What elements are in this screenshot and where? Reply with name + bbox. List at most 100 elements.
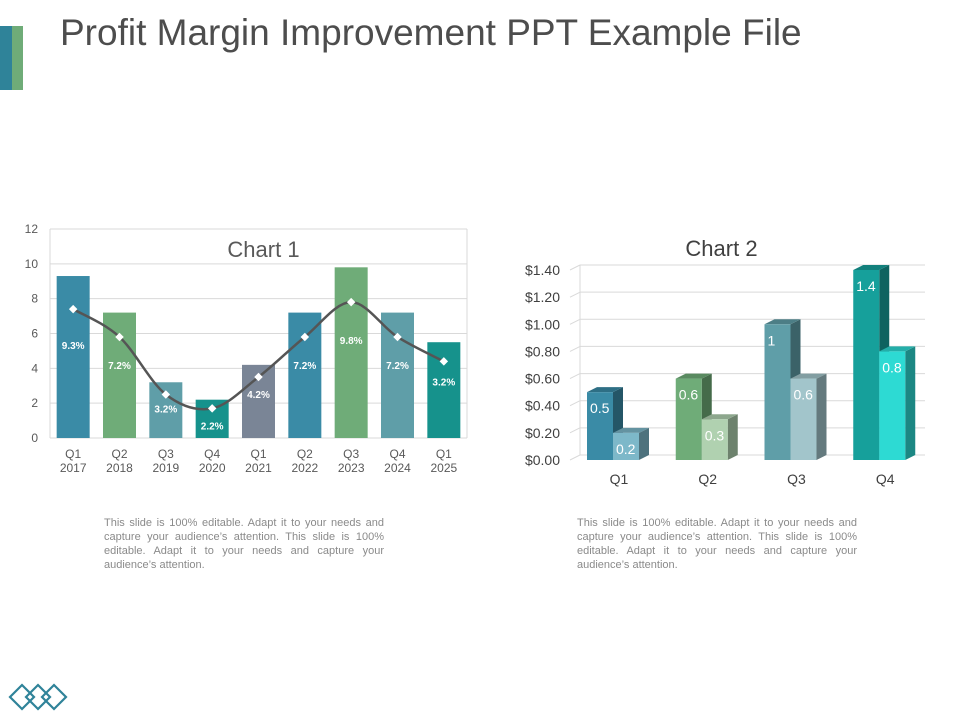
chart-1-data-label: 2.2% — [201, 422, 224, 433]
chart-2-data-label: 1.4 — [856, 278, 876, 294]
chart-1-y-tick-label: 6 — [31, 327, 38, 341]
chart-2-bar — [790, 378, 817, 460]
chart-2-y-tick-label: $0.80 — [525, 343, 560, 359]
chart-2-bar — [701, 419, 728, 460]
chart-1-x-tick-label: 2022 — [291, 461, 318, 475]
chart-1-title: Chart 1 — [227, 237, 299, 262]
chart-1-trend-point — [300, 332, 310, 342]
chart-1-bar — [103, 312, 136, 438]
chart-2-bar-side — [905, 346, 916, 460]
chart-1-x-tick-label: 2020 — [199, 461, 226, 475]
chart-1-x-tick-label: Q1 — [436, 447, 452, 461]
chart-2-title: Chart 2 — [685, 236, 757, 261]
chart-2: $0.00 $0.20 $0.40 $0.60 $0.80 $1.00 $1.20 $1.40… — [525, 236, 925, 487]
chart-2-y-tick-label: $1.40 — [525, 262, 560, 278]
chart-1-x-tick-label: Q3 — [343, 447, 359, 461]
chart-1-x-tick-label: Q2 — [297, 447, 313, 461]
chart-2-y-tick-label: $0.20 — [525, 425, 560, 441]
chart-2-data-label: 0.8 — [882, 359, 902, 375]
chart-2-y-tick-label: $1.20 — [525, 289, 560, 305]
chart-1-y-tick-label: 8 — [31, 292, 38, 306]
chart-2-bar-top — [587, 387, 623, 393]
chart-2-bar-side — [816, 373, 827, 460]
chart-2-grid-side — [569, 454, 581, 461]
chart-1-x-tick-label: 2018 — [106, 461, 133, 475]
chart-1-y-tick-label: 4 — [31, 361, 38, 375]
chart-1-x-tick-label: Q1 — [250, 447, 266, 461]
chart-2-x-tick-label: Q1 — [610, 471, 629, 487]
chart-1-bar — [381, 312, 414, 438]
title-accent-bar-green — [12, 26, 23, 90]
chart-2-data-label: 0.5 — [590, 400, 610, 416]
chart-2-bar-top — [879, 346, 916, 352]
chart-1-x-tick-label: Q3 — [158, 447, 174, 461]
chart-1-x-tick-label: Q4 — [204, 447, 220, 461]
chart-2-data-label: 0.2 — [616, 441, 636, 457]
chart-1-data-label: 9.3% — [62, 341, 85, 352]
chart-2-data-label: 1 — [768, 332, 776, 348]
chart-1-x-tick-label: 2025 — [430, 461, 457, 475]
chart-1-trend-point — [161, 390, 171, 399]
chart-1-y-tick-label: 0 — [31, 431, 38, 445]
chart-1-trend-point — [254, 372, 263, 382]
chart-2-grid-side — [569, 264, 581, 271]
chart-1-x-tick-label: 2024 — [384, 461, 411, 475]
chart-2-bar — [853, 270, 880, 460]
chart-1-data-label: 7.2% — [293, 361, 316, 372]
chart-1-data-label: 3.2% — [154, 404, 177, 415]
chart-2-data-label: 0.6 — [794, 387, 814, 403]
chart-2-x-tick-label: Q3 — [787, 471, 806, 487]
chart-1-data-label: 7.2% — [386, 361, 409, 372]
chart-1-x-tick-label: Q2 — [111, 447, 127, 461]
chart-1-data-label: 9.8% — [340, 336, 363, 347]
chart-2-bar — [879, 351, 906, 460]
chart-2-data-label: 0.6 — [679, 387, 699, 403]
chart-2-x-tick-label: Q4 — [876, 471, 895, 487]
chart-2-bar — [764, 324, 791, 460]
chart-2-bar-side — [727, 414, 738, 460]
chart-1-x-tick-label: Q1 — [65, 447, 81, 461]
chart-2-description: This slide is 100% editable. Adapt it to… — [577, 517, 857, 571]
chart-1-x-tick-label: 2019 — [152, 461, 179, 475]
chart-2-bar-top — [701, 414, 738, 420]
chart-2-bar-top — [853, 265, 890, 270]
chart-1-x-tick-label: 2023 — [338, 461, 365, 475]
chart-1-trend-point — [346, 297, 356, 307]
chart-1-x-tick-label: Q4 — [389, 447, 405, 461]
chart-2-grid-side — [569, 318, 581, 325]
chart-1-data-label: 3.2% — [432, 377, 455, 388]
chart-2-y-tick-label: $0.60 — [525, 371, 560, 387]
chart-1-bar — [288, 312, 322, 438]
chart-2-bar-side — [639, 427, 649, 460]
chart-1-trend-point — [393, 332, 402, 342]
chart-1-x-tick-label: 2021 — [245, 461, 272, 475]
page-title: Profit Margin Improvement PPT Example Fi… — [60, 12, 802, 53]
chart-2-bar — [675, 378, 702, 460]
chart-2-grid-side — [569, 427, 581, 434]
chart-2-x-tick-label: Q2 — [698, 471, 717, 487]
chart-1-bar — [56, 276, 90, 438]
chart-2-bar-top — [790, 373, 827, 379]
chart-1-y-tick-label: 12 — [25, 222, 39, 236]
chart-1-trend-point — [68, 304, 78, 314]
chart-1: 0 2 4 6 8 10 12 Chart 1 9.3% 7.2% 3.2% 2.2% 4.2% 7.2%… — [25, 222, 468, 475]
chart-2-bar — [587, 392, 613, 460]
chart-2-y-tick-label: $0.00 — [525, 452, 560, 468]
title-accent-bar-blue — [0, 26, 12, 90]
chart-2-y-tick-label: $0.40 — [525, 398, 560, 414]
chart-2-grid-side — [569, 291, 581, 298]
chart-2-bar-top — [675, 373, 712, 379]
chart-1-bar — [334, 267, 368, 438]
chart-2-grid-side — [569, 400, 581, 407]
chart-1-data-label: 7.2% — [108, 361, 131, 372]
chart-1-trend-point — [439, 357, 449, 366]
chart-2-bar-top — [764, 319, 801, 325]
chart-2-bar — [613, 432, 639, 460]
chart-2-y-tick-label: $1.00 — [525, 316, 560, 332]
chart-1-description: This slide is 100% editable. Adapt it to… — [104, 517, 384, 571]
chart-2-data-label: 0.3 — [705, 427, 725, 443]
chart-1-x-tick-label: 2017 — [60, 461, 87, 475]
chart-2-grid-side — [569, 373, 581, 380]
chart-1-trend-point — [207, 404, 217, 413]
chart-1-y-tick-label: 10 — [25, 257, 39, 271]
